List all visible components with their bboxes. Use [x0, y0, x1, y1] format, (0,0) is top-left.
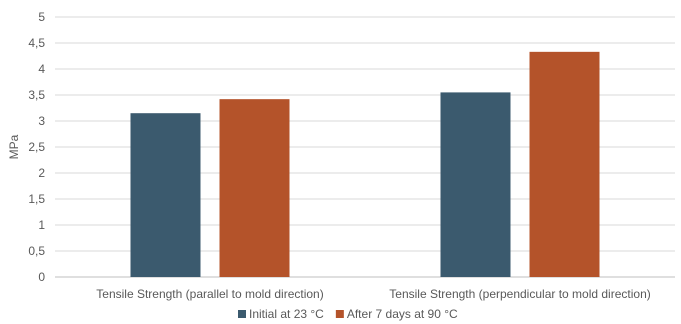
legend-swatch: [335, 310, 344, 318]
legend-swatch: [238, 310, 246, 318]
bar-initial-1: [130, 113, 201, 277]
legend: Initial at 23 °C After 7 days at 90 °C: [238, 307, 458, 321]
legend-label: After 7 days at 90 °C: [347, 307, 458, 321]
y-tick-label: 1: [38, 218, 45, 232]
bars: [130, 51, 600, 278]
category-labels: Tensile Strength (parallel to mold direc…: [96, 287, 650, 301]
bar-after-7-days-1: [219, 99, 290, 277]
y-tick-label: 4: [38, 62, 45, 76]
y-tick-label: 0,5: [28, 244, 45, 258]
y-tick-label: 2,5: [28, 140, 45, 154]
category-label: Tensile Strength (perpendicular to mold …: [389, 287, 650, 301]
legend-label: Initial at 23 °C: [249, 307, 324, 321]
y-tick-label: 4,5: [28, 36, 45, 50]
bar-after-7-days-2: [529, 51, 600, 278]
y-tick-label: 1,5: [28, 192, 45, 206]
y-tick-label: 2: [38, 166, 45, 180]
y-axis-label: MPa: [7, 134, 21, 159]
y-tick-label: 3: [38, 114, 45, 128]
y-tick-label: 3,5: [28, 88, 45, 102]
y-axis-ticks: 0 0,5 1 1,5 2 2,5 3 3,5 4 4,5 5: [28, 10, 45, 284]
category-label: Tensile Strength (parallel to mold direc…: [96, 287, 323, 301]
bar-initial-2: [440, 92, 511, 278]
y-tick-label: 5: [38, 10, 45, 24]
y-tick-label: 0: [38, 270, 45, 284]
